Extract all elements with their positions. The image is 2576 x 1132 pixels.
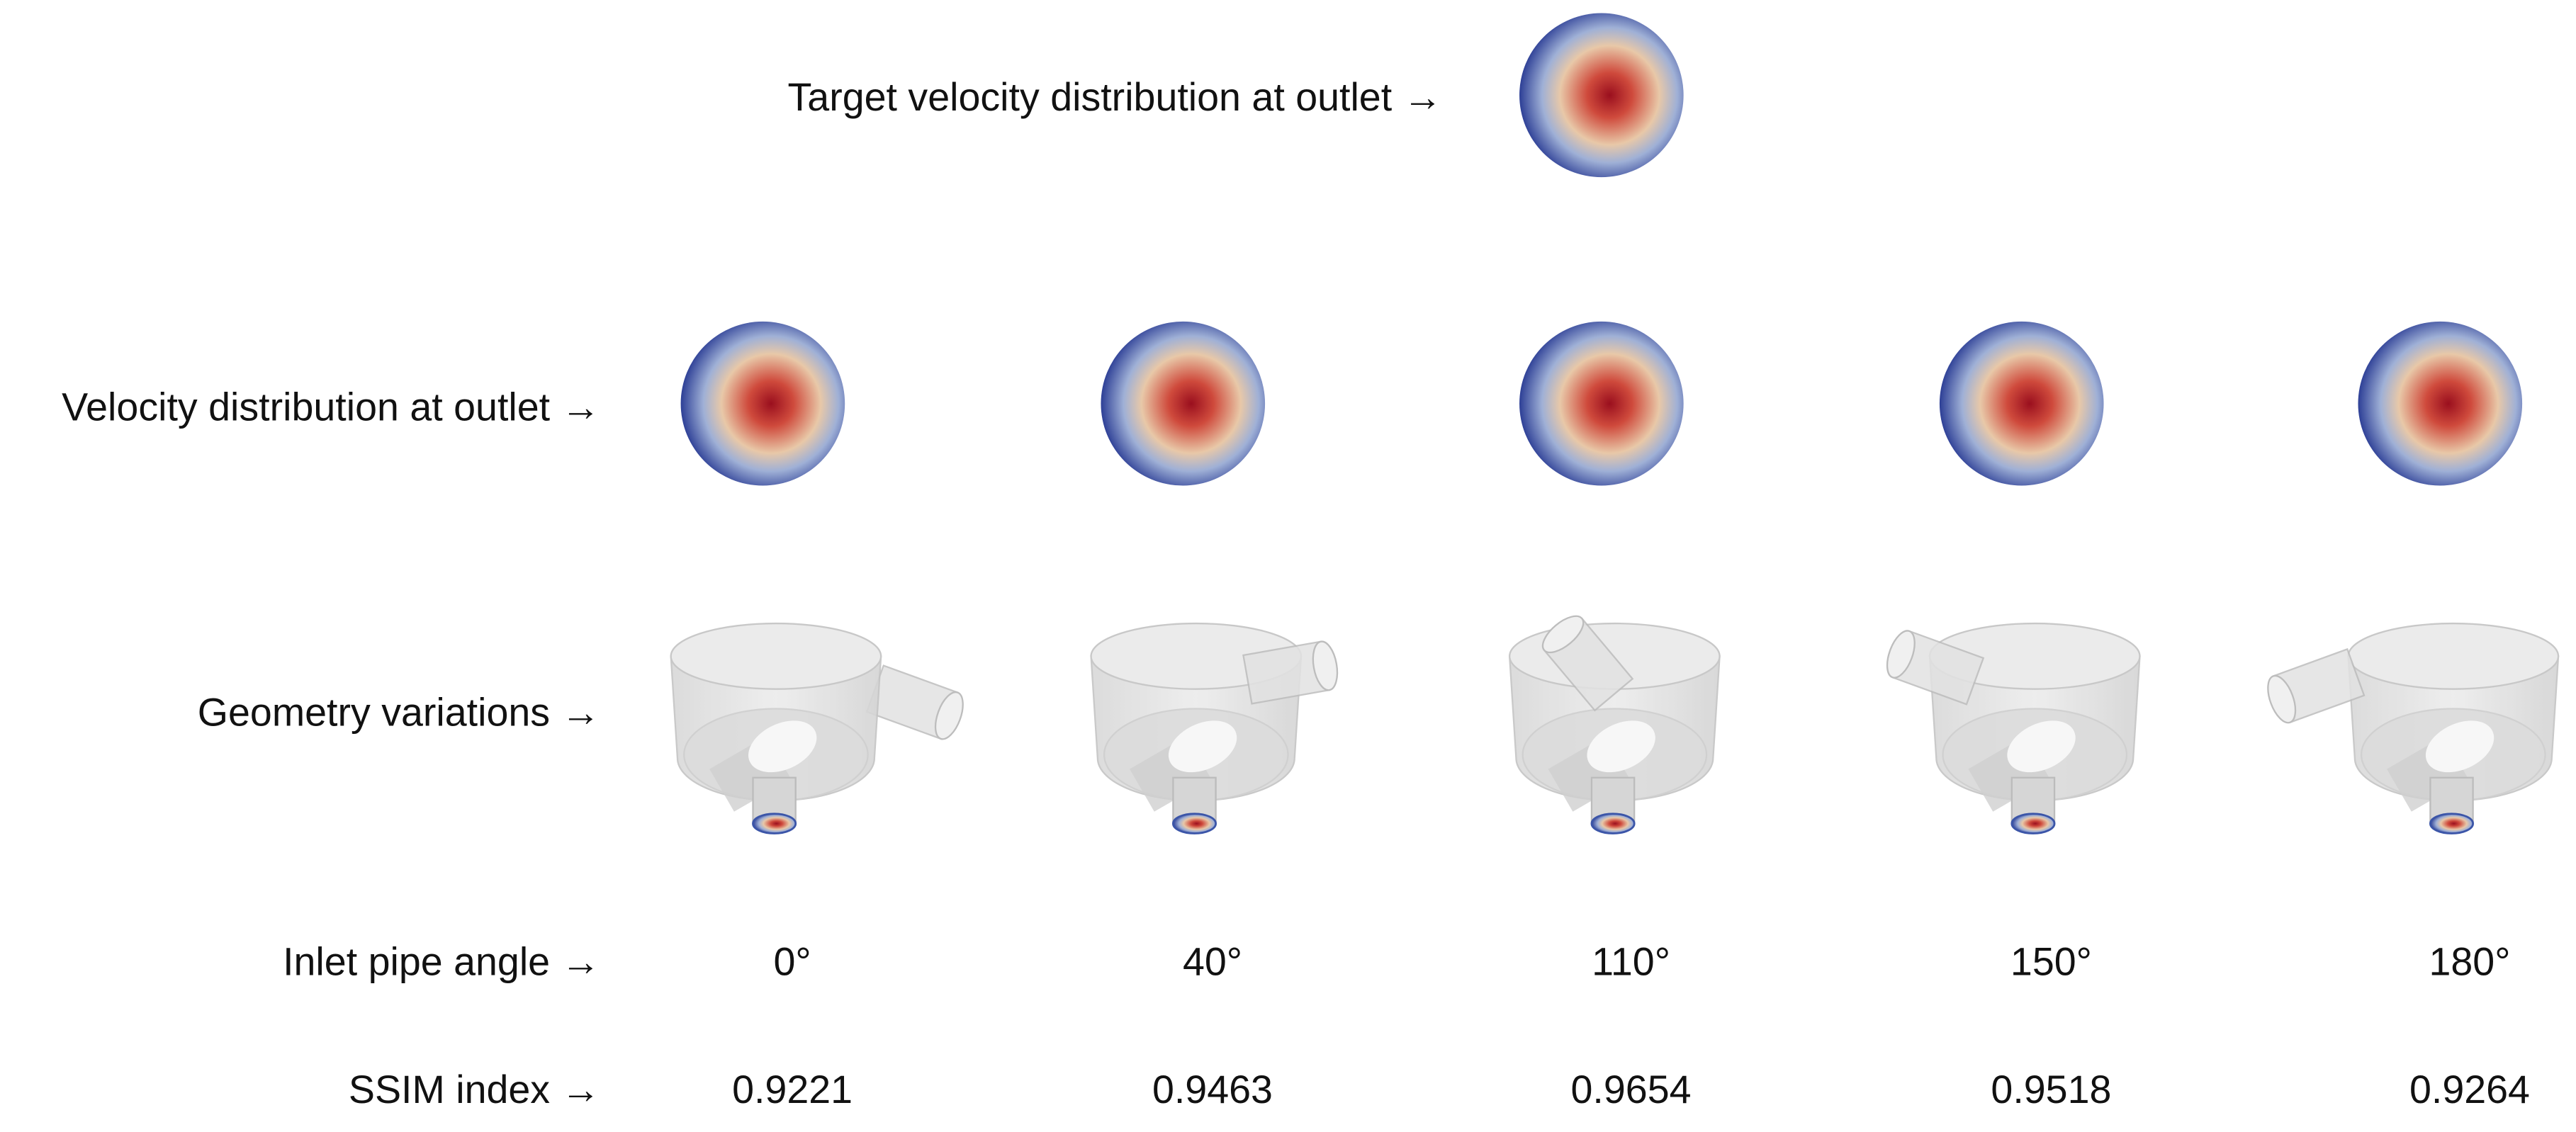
velocity-distribution	[1101, 321, 1266, 486]
outlet-face	[2010, 813, 2056, 834]
row-label: Inlet pipe angle →	[283, 939, 600, 983]
ssim-value: 0.9654	[1571, 1068, 1692, 1111]
row-label: SSIM index →	[349, 1068, 600, 1111]
target-label: Target velocity distribution at outlet →	[788, 75, 1443, 119]
inlet-angle: 40°	[1183, 939, 1242, 983]
velocity-distribution	[1939, 321, 2104, 486]
outlet-face	[1171, 813, 1217, 834]
inlet-angle: 150°	[2010, 939, 2092, 983]
row-label: Geometry variations →	[198, 690, 600, 734]
ssim-value: 0.9463	[1152, 1068, 1273, 1111]
inlet-pipe	[865, 664, 964, 740]
geometry	[1508, 615, 1721, 834]
velocity-distribution	[1519, 321, 1684, 486]
ssim-value: 0.9221	[732, 1068, 853, 1111]
inlet-pipe	[1886, 630, 1985, 706]
inner-opening	[2425, 720, 2495, 773]
inlet-angle: 110°	[1592, 939, 1670, 983]
velocity-distribution	[680, 321, 845, 486]
geometry	[1090, 622, 1339, 834]
outlet-face	[752, 813, 797, 834]
ssim-value: 0.9264	[2409, 1068, 2530, 1111]
target-velocity	[1519, 13, 1684, 178]
tank-top	[2347, 622, 2560, 690]
inlet-pipe	[2267, 647, 2366, 724]
inlet-angle: 180°	[2429, 939, 2510, 983]
outlet-face	[1590, 813, 1636, 834]
pipe-end	[1312, 640, 1339, 691]
inlet-pipe	[1541, 615, 1634, 712]
tank-top	[670, 622, 882, 690]
row-label: Velocity distribution at outlet →	[62, 385, 600, 429]
pipe-end	[1541, 615, 1585, 654]
geometry	[2267, 622, 2560, 834]
inner-opening	[1587, 720, 1655, 773]
geometry	[670, 622, 964, 834]
inlet-pipe	[1242, 640, 1339, 705]
pipe-end	[934, 691, 964, 740]
geometry	[1886, 622, 2141, 834]
inlet-angle: 0°	[774, 939, 811, 983]
pipe-end	[2267, 674, 2297, 724]
inner-opening	[2007, 720, 2076, 773]
ssim-value: 0.9518	[1991, 1068, 2111, 1111]
inner-opening	[748, 720, 817, 773]
outlet-face	[2429, 813, 2474, 834]
velocity-distribution	[2358, 321, 2523, 486]
inner-opening	[1168, 720, 1237, 773]
pipe-end	[1886, 630, 1916, 679]
